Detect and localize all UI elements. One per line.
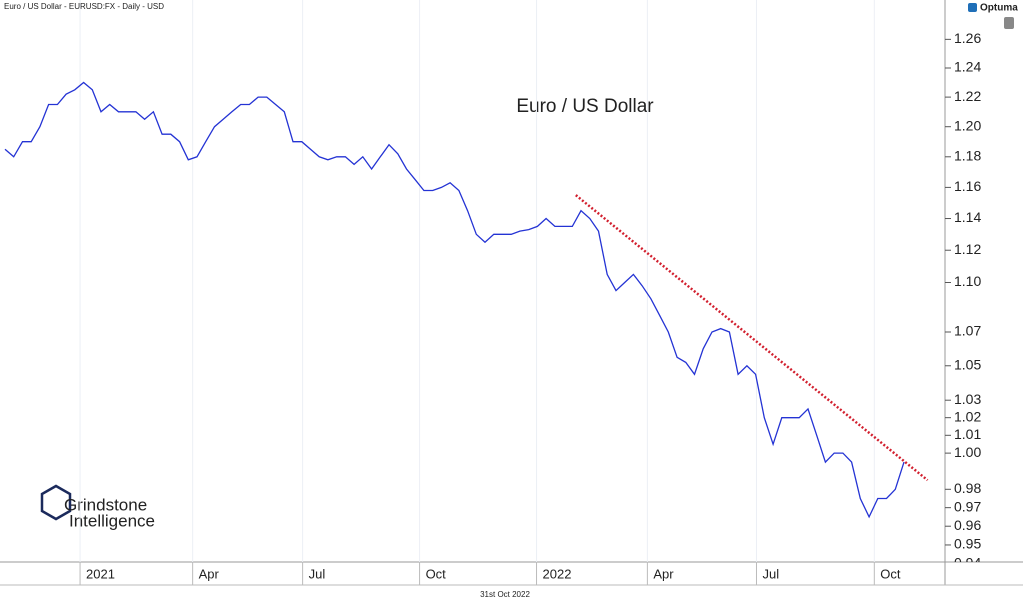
y-tick-label: 0.96 [954, 517, 981, 533]
caption: Euro / US Dollar - EURUSD:FX - Daily - U… [4, 2, 164, 11]
y-tick-label: 1.16 [954, 178, 981, 194]
logo-hex [40, 484, 72, 521]
y-tick-label: 1.10 [954, 273, 981, 289]
x-tick-label: Jul [762, 566, 779, 581]
x-tick-label: Oct [426, 566, 447, 581]
chart-title: Euro / US Dollar [516, 96, 654, 117]
y-tick-label: 1.07 [954, 323, 981, 339]
x-tick-label: Apr [653, 566, 674, 581]
y-tick-label: 1.02 [954, 408, 981, 424]
y-tick-label: 1.00 [954, 444, 981, 460]
x-tick-label: Oct [880, 566, 901, 581]
y-tick-label: 0.95 [954, 536, 981, 552]
logo-line2: Intelligence [69, 511, 155, 530]
y-tick-label: 1.01 [954, 426, 981, 442]
y-tick-label: 0.97 [954, 498, 981, 514]
y-tick-label: 1.05 [954, 356, 981, 372]
logo-line1: Grindstone [64, 495, 147, 514]
x-tick-label: Jul [309, 566, 326, 581]
y-tick-label: 0.98 [954, 480, 981, 496]
price-line [4, 81, 905, 519]
trend-line [575, 194, 929, 482]
brand: Optuma [980, 3, 1018, 14]
y-tick-label: 1.18 [954, 147, 981, 163]
x-tick-label: Apr [199, 566, 220, 581]
y-tick-label: 1.22 [954, 88, 981, 104]
y-tick-label: 1.12 [954, 241, 981, 257]
y-axis: 1.26 1.24 1.22 1.20 1.18 1.16 1.14 1.12 1.10 1.07… [945, 30, 981, 571]
x-tick-label: 2021 [86, 566, 115, 581]
y-tick-label: 1.24 [954, 59, 981, 75]
date-footer: 31st Oct 2022 [480, 590, 530, 599]
x-tick-label: 2022 [543, 566, 572, 581]
y-tick-label: 1.20 [954, 117, 981, 133]
y-tick-label: 0.94 [954, 555, 981, 571]
y-tick-label: 1.26 [954, 30, 981, 46]
lock-icon [1004, 17, 1014, 29]
brand-icon [968, 3, 977, 12]
y-tick-label: 1.03 [954, 391, 981, 407]
y-tick-label: 1.14 [954, 209, 981, 225]
